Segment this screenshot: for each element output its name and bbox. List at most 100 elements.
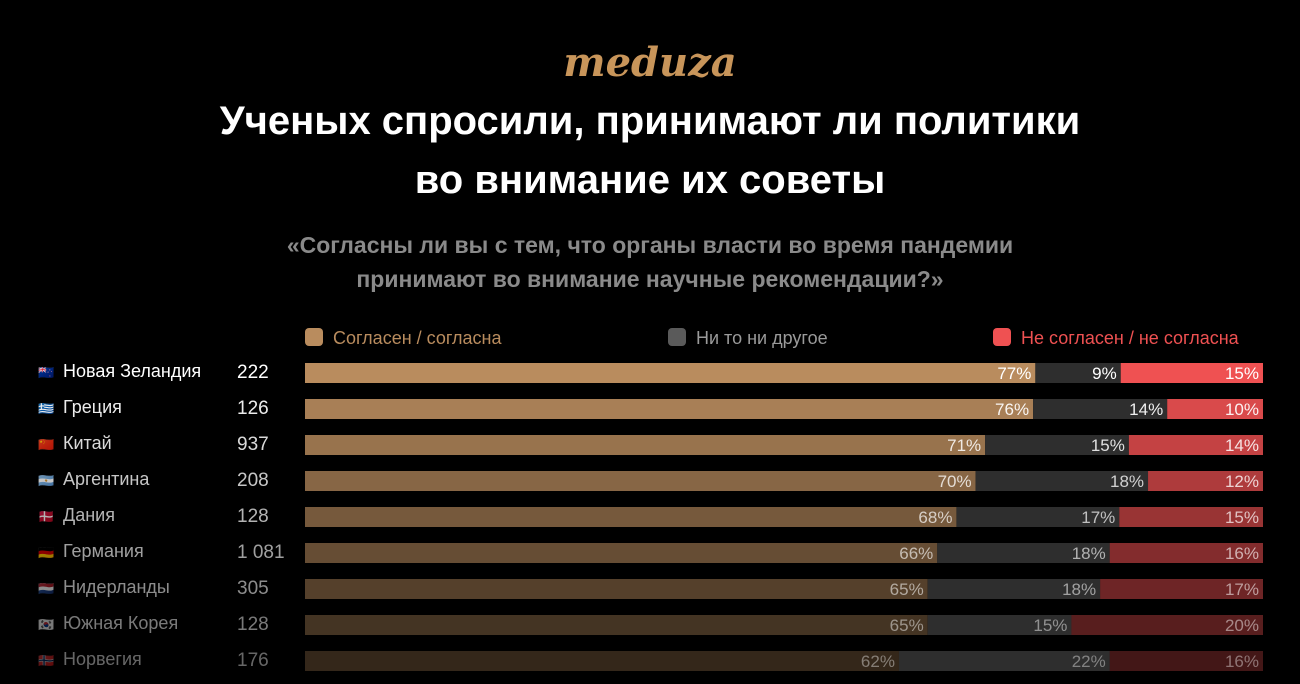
data-label-disagree: 14% xyxy=(1225,436,1259,455)
bar-neutral xyxy=(937,543,1110,563)
respondents-count: 1 081 xyxy=(237,542,285,563)
bar-neutral xyxy=(898,651,1110,671)
data-label-disagree: 12% xyxy=(1225,472,1259,491)
data-label-disagree: 15% xyxy=(1225,364,1259,383)
bar-disagree xyxy=(1128,435,1263,455)
data-label-neutral: 15% xyxy=(1091,436,1125,455)
data-label-disagree: 15% xyxy=(1225,508,1259,527)
chart-row: 🇨🇳 Китай 937 71% 15% 14% xyxy=(38,433,1263,455)
chart-row: 🇩🇰 Дания 128 68% 17% 15% xyxy=(38,505,1263,527)
data-label-disagree: 16% xyxy=(1225,544,1259,563)
respondents-count: 305 xyxy=(237,578,269,599)
data-label-agree: 71% xyxy=(947,436,981,455)
data-label-agree: 66% xyxy=(899,544,933,563)
data-label-neutral: 18% xyxy=(1062,580,1096,599)
category-label: Германия xyxy=(63,541,144,561)
bar-disagree xyxy=(1119,507,1263,527)
bar-agree xyxy=(305,363,1036,383)
country-flag: 🇳🇱 xyxy=(38,581,54,596)
category-label: Нидерланды xyxy=(63,577,170,597)
legend-label-disagree: Не согласен / не согласна xyxy=(1021,328,1240,348)
legend-label-neutral: Ни то ни другое xyxy=(696,328,828,348)
category-label: Новая Зеландия xyxy=(63,361,201,381)
country-flag: 🇳🇴 xyxy=(38,653,54,668)
chart-rows: 🇳🇿 Новая Зеландия 222 77% 9% 15% 🇬🇷 Греция 126 76… xyxy=(38,361,1263,671)
legend-swatch-disagree xyxy=(993,328,1011,346)
bar-disagree xyxy=(1109,543,1263,563)
respondents-count: 128 xyxy=(237,614,269,635)
country-flag: 🇩🇰 xyxy=(38,509,54,524)
data-label-agree: 65% xyxy=(890,580,924,599)
chart-title-line-1: Ученых спросили, принимают ли политики xyxy=(220,99,1080,143)
bar-agree xyxy=(305,651,899,671)
respondents-count: 176 xyxy=(237,650,269,671)
data-label-agree: 70% xyxy=(938,472,972,491)
bar-disagree xyxy=(1109,651,1263,671)
country-flag: 🇳🇿 xyxy=(38,365,54,380)
data-label-agree: 62% xyxy=(861,652,895,671)
bar-neutral xyxy=(956,507,1120,527)
bar-disagree xyxy=(1071,615,1263,635)
data-label-neutral: 18% xyxy=(1072,544,1106,563)
bar-agree xyxy=(305,507,957,527)
bar-disagree xyxy=(1100,579,1263,599)
chart-row: 🇳🇿 Новая Зеландия 222 77% 9% 15% xyxy=(38,361,1263,383)
country-flag: 🇬🇷 xyxy=(38,401,54,416)
chart-row: 🇳🇱 Нидерланды 305 65% 18% 17% xyxy=(38,577,1263,599)
data-label-neutral: 14% xyxy=(1129,400,1163,419)
bar-neutral xyxy=(985,435,1129,455)
legend-swatch-agree xyxy=(305,328,323,346)
category-label: Дания xyxy=(63,505,115,525)
data-label-agree: 77% xyxy=(997,364,1031,383)
legend: Согласен / согласна Ни то ни другое Не с… xyxy=(305,328,1240,348)
legend-swatch-neutral xyxy=(668,328,686,346)
data-label-neutral: 9% xyxy=(1092,364,1117,383)
bar-agree xyxy=(305,579,928,599)
country-flag: 🇦🇷 xyxy=(38,473,54,488)
bar-disagree xyxy=(1120,363,1263,383)
bar-agree xyxy=(305,399,1034,419)
country-flag: 🇨🇳 xyxy=(38,437,54,452)
chart-row: 🇩🇪 Германия 1 081 66% 18% 16% xyxy=(38,541,1263,563)
bar-agree xyxy=(305,543,938,563)
data-label-agree: 65% xyxy=(890,616,924,635)
bar-disagree xyxy=(1148,471,1263,491)
respondents-count: 222 xyxy=(237,362,269,383)
bar-neutral xyxy=(927,579,1101,599)
category-label: Аргентина xyxy=(63,469,150,489)
data-label-disagree: 10% xyxy=(1225,400,1259,419)
legend-label-agree: Согласен / согласна xyxy=(333,328,502,348)
respondents-count: 128 xyxy=(237,506,269,527)
respondents-count: 937 xyxy=(237,434,269,455)
category-label: Греция xyxy=(63,397,122,417)
bar-neutral xyxy=(1035,363,1121,383)
bar-disagree xyxy=(1167,399,1263,419)
bar-agree xyxy=(305,471,976,491)
chart-row: 🇳🇴 Норвегия 176 62% 22% 16% xyxy=(38,649,1263,671)
chart-row: 🇦🇷 Аргентина 208 70% 18% 12% xyxy=(38,469,1263,491)
bar-neutral xyxy=(975,471,1149,491)
data-label-neutral: 22% xyxy=(1072,652,1106,671)
bar-agree xyxy=(305,435,986,455)
data-label-neutral: 17% xyxy=(1081,508,1115,527)
country-flag: 🇰🇷 xyxy=(38,617,54,632)
category-label: Китай xyxy=(63,433,112,453)
data-label-neutral: 18% xyxy=(1110,472,1144,491)
data-label-disagree: 17% xyxy=(1225,580,1259,599)
chart-row: 🇰🇷 Южная Корея 128 65% 15% 20% xyxy=(38,613,1263,635)
chart-subtitle-line-2: принимают во внимание научные рекомендац… xyxy=(356,266,943,292)
data-label-agree: 76% xyxy=(995,400,1029,419)
bar-neutral xyxy=(927,615,1072,635)
chart-row: 🇬🇷 Греция 126 76% 14% 10% xyxy=(38,397,1263,419)
country-flag: 🇩🇪 xyxy=(38,545,54,560)
respondents-count: 208 xyxy=(237,470,269,491)
category-label: Южная Корея xyxy=(63,613,178,633)
bar-neutral xyxy=(1033,399,1168,419)
data-label-agree: 68% xyxy=(918,508,952,527)
chart-title-line-2: во внимание их советы xyxy=(415,158,886,202)
category-label: Норвегия xyxy=(63,649,142,669)
brand-logo: meduza xyxy=(563,39,736,86)
respondents-count: 126 xyxy=(237,398,269,419)
chart-subtitle-line-1: «Согласны ли вы с тем, что органы власти… xyxy=(287,232,1013,258)
